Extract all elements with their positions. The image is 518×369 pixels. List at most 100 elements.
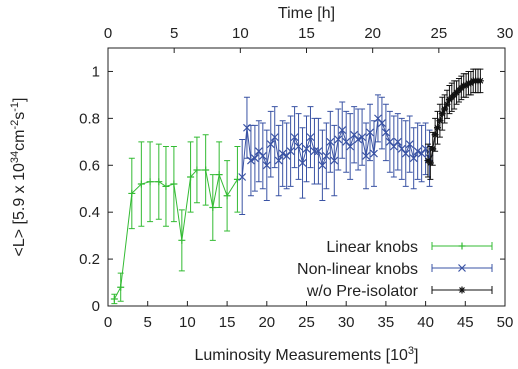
data-point	[318, 161, 327, 170]
data-point	[262, 161, 271, 170]
y-tick-label: 0	[92, 298, 100, 315]
x-tick-label: 10	[179, 314, 196, 331]
legend-label: w/o Pre-isolator	[306, 283, 419, 300]
x-tick-label: 45	[457, 314, 474, 331]
data-point	[137, 180, 145, 188]
x-tick-label: 35	[378, 314, 395, 331]
data-point	[354, 135, 363, 144]
data-point	[110, 295, 118, 303]
data-point	[270, 133, 279, 142]
data-point	[366, 128, 374, 137]
data-point	[338, 126, 347, 135]
data-point	[146, 178, 154, 186]
data-point	[246, 156, 255, 165]
x2-tick-label: 25	[430, 25, 447, 42]
series-group	[110, 68, 484, 305]
y-tick-label: 0.6	[79, 157, 100, 174]
data-point	[278, 149, 287, 158]
data-point	[330, 156, 339, 165]
x-tick-label: 50	[497, 314, 514, 331]
data-point	[170, 180, 178, 188]
data-point	[294, 142, 303, 151]
data-point	[429, 145, 437, 153]
data-point	[128, 189, 136, 197]
data-point	[443, 100, 451, 108]
data-point	[401, 149, 410, 158]
data-point	[202, 166, 210, 174]
x2-tick-label: 0	[104, 25, 112, 42]
x-tick-label: 20	[258, 314, 275, 331]
data-point	[266, 140, 275, 149]
data-point	[162, 182, 170, 190]
data-point	[238, 173, 247, 181]
x-tick-label: 5	[144, 314, 152, 331]
x-axis-label: Luminosity Measurements [103]	[194, 345, 418, 364]
series-1	[110, 134, 241, 305]
x-tick-label: 25	[298, 314, 315, 331]
series-line	[113, 169, 238, 300]
series-2	[238, 94, 434, 216]
data-point	[431, 131, 439, 139]
data-point	[358, 133, 367, 142]
axis-labels-group: 0 5 10 15 20 25 30 35 40 45 50 0 5 10 15 20 25 30 0 0.2 0.4 0…	[9, 5, 513, 364]
data-point	[434, 124, 442, 132]
data-point	[346, 142, 355, 151]
x-tick-label: 0	[104, 314, 112, 331]
x2-tick-label: 30	[497, 25, 514, 42]
data-point	[458, 242, 466, 250]
data-point	[314, 147, 323, 156]
x-tick-label: 30	[338, 314, 355, 331]
data-point	[393, 137, 402, 146]
legend: Linear knobs Non-linear knobs w/o Pre-isol…	[297, 239, 493, 300]
data-point	[326, 137, 335, 146]
y-tick-label: 0.4	[79, 204, 100, 221]
data-point	[476, 77, 484, 85]
data-point	[441, 105, 449, 113]
data-point	[458, 286, 466, 294]
data-point	[405, 140, 414, 149]
data-point	[209, 203, 217, 211]
y-tick-label: 0.8	[79, 110, 100, 127]
x2-tick-label: 15	[298, 25, 315, 42]
data-point	[250, 154, 259, 163]
data-point	[274, 156, 283, 165]
x2-tick-label: 20	[364, 25, 381, 42]
x2-tick-label: 5	[170, 25, 178, 42]
data-point	[436, 117, 444, 125]
y-axis-label: <L> [5.9 x 1034cm-2s-1]	[9, 98, 28, 257]
legend-label: Non-linear knobs	[297, 261, 418, 278]
data-point	[258, 151, 267, 160]
y-tick-label: 1	[92, 63, 100, 80]
data-point	[223, 192, 231, 200]
plot-frame-group	[107, 47, 506, 307]
data-point	[306, 133, 315, 142]
data-point	[117, 283, 125, 291]
legend-label: Linear knobs	[326, 239, 418, 256]
data-point	[155, 178, 163, 186]
data-point	[413, 147, 422, 156]
data-point	[426, 159, 434, 167]
data-point	[322, 151, 331, 160]
data-point	[438, 110, 446, 118]
data-point	[290, 133, 299, 142]
data-point	[378, 119, 386, 127]
y-tick-label: 0.2	[79, 251, 100, 268]
x-tick-label: 15	[219, 314, 236, 331]
x2-tick-label: 10	[232, 25, 249, 42]
data-point	[334, 135, 343, 144]
series-3	[424, 68, 484, 180]
data-point	[370, 149, 378, 158]
data-point	[178, 236, 186, 244]
data-point	[187, 173, 195, 181]
x2-axis-label: Time [h]	[278, 5, 335, 22]
data-point	[409, 154, 418, 163]
data-point	[286, 147, 295, 156]
x-tick-label: 40	[417, 314, 434, 331]
data-point	[362, 151, 370, 160]
data-point	[298, 159, 307, 167]
data-point	[458, 264, 466, 272]
data-point	[193, 166, 201, 174]
data-point	[215, 171, 223, 179]
data-point	[302, 144, 311, 153]
